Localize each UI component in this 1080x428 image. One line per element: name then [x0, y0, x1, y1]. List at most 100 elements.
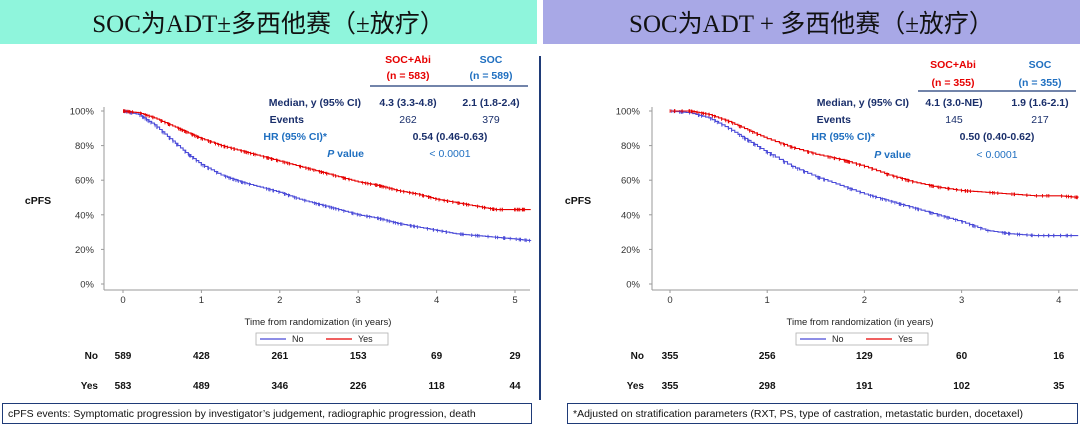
right-y-tick-label: 0%	[626, 280, 640, 291]
right-median-label: Median, y (95% CI)	[817, 97, 909, 109]
right-risk-no-value: 16	[1053, 351, 1065, 362]
right-legend-label-no: No	[832, 334, 844, 344]
right-risk-no-value: 60	[956, 351, 968, 362]
right-x-tick-label: 3	[959, 295, 964, 306]
panel-divider	[539, 56, 541, 400]
right-y-tick-label: 100%	[616, 107, 641, 118]
right-x-tick-label: 1	[765, 295, 770, 306]
right-risk-yes-value: 191	[856, 381, 873, 392]
right-series-yes-censor-marks	[669, 109, 1078, 200]
right-risk-no-label: No	[631, 351, 644, 362]
left-x-tick-label: 5	[512, 295, 517, 306]
left-risk-no-value: 428	[193, 351, 210, 362]
right-y-tick-label: 80%	[621, 141, 641, 152]
left-series-yes-line	[123, 110, 531, 211]
left-x-tick-label: 2	[277, 295, 282, 306]
right-legend-label-yes: Yes	[898, 334, 913, 344]
left-series-no-censor-marks	[123, 109, 531, 243]
left-events-soc: 379	[482, 114, 500, 126]
left-risk-no-value: 153	[350, 351, 367, 362]
left-risk-no-label: No	[85, 351, 98, 362]
left-legend-label-yes: Yes	[358, 334, 373, 344]
left-abi-header: SOC+Abi	[385, 54, 431, 66]
left-p-label: P value	[327, 148, 364, 160]
left-risk-yes-value: 44	[509, 381, 521, 392]
left-y-tick-label: 100%	[70, 107, 95, 118]
right-risk-yes-value: 298	[759, 381, 776, 392]
right-hr-label: HR (95% CI)*	[811, 131, 876, 143]
0-ylabel: cPFS	[25, 195, 51, 207]
left-median-label: Median, y (95% CI)	[269, 97, 361, 109]
left-soc-header: SOC	[480, 54, 503, 66]
left-legend-label-no: No	[292, 334, 304, 344]
right-risk-yes-label: Yes	[627, 381, 645, 392]
left-risk-no-value: 589	[115, 351, 132, 362]
left-events-label: Events	[270, 114, 305, 126]
left-hr-label: HR (95% CI)*	[263, 131, 328, 143]
right-abi-header: SOC+Abi	[930, 59, 976, 71]
right-events-label: Events	[817, 114, 852, 126]
right-risk-no-value: 355	[662, 351, 679, 362]
left-risk-no-value: 29	[509, 351, 521, 362]
left-abi-n: (n = 583)	[387, 70, 430, 82]
left-legend-box	[255, 332, 389, 346]
left-footnote: cPFS events: Symptomatic progression by …	[2, 403, 532, 424]
left-risk-yes-value: 118	[429, 381, 446, 392]
right-p-rest: value	[881, 149, 911, 161]
left-y-tick-label: 60%	[75, 176, 95, 187]
left-x-axis-title: Time from randomization (in years)	[245, 317, 392, 328]
right-p-label: P value	[874, 149, 911, 161]
left-series-no-line	[123, 110, 532, 242]
left-soc-n: (n = 589)	[470, 70, 513, 82]
right-series-no-censor-marks	[671, 109, 1072, 238]
left-p-italic: P	[327, 148, 335, 160]
right-x-tick-label: 0	[667, 295, 672, 306]
1-ylabel: cPFS	[565, 195, 591, 207]
right-y-tick-label: 20%	[621, 245, 641, 256]
right-events-soc: 217	[1031, 114, 1049, 126]
left-stats-table: SOC+Abi (n = 583) SOC (n = 589) Median, …	[263, 54, 528, 160]
right-y-tick-label: 60%	[621, 176, 641, 187]
right-legend: No Yes	[795, 332, 929, 346]
left-banner-title: SOC为ADT±多西他赛（±放疗）	[0, 0, 537, 44]
right-y-tick-label: 40%	[621, 210, 641, 221]
left-series-yes-censor-marks	[123, 109, 526, 212]
right-legend-box	[795, 332, 929, 346]
left-risk-yes-value: 489	[193, 381, 210, 392]
left-p-value: < 0.0001	[429, 148, 470, 160]
right-soc-header: SOC	[1029, 59, 1052, 71]
right-risk-no-value: 256	[759, 351, 776, 362]
left-median-soc: 2.1 (1.8-2.4)	[462, 97, 519, 109]
right-banner-title: SOC为ADT + 多西他赛（±放疗）	[543, 0, 1080, 44]
left-y-tick-label: 20%	[75, 245, 95, 256]
left-hr-value: 0.54 (0.46-0.63)	[413, 131, 488, 143]
left-y-tick-label: 80%	[75, 141, 95, 152]
left-x-tick-label: 4	[434, 295, 439, 306]
right-risk-no-value: 129	[856, 351, 873, 362]
left-risk-yes-value: 346	[271, 381, 288, 392]
left-risk-yes-label: Yes	[81, 381, 99, 392]
right-stats-table: SOC+Abi (n = 355) SOC (n = 355) Median, …	[811, 59, 1076, 161]
right-median-abi: 4.1 (3.0-NE)	[925, 97, 982, 109]
right-p-value: < 0.0001	[976, 149, 1017, 161]
left-x-tick-label: 3	[356, 295, 361, 306]
right-footnote: *Adjusted on stratification parameters (…	[567, 403, 1078, 424]
left-y-tick-label: 0%	[80, 280, 94, 291]
left-x-tick-label: 0	[120, 295, 125, 306]
left-y-tick-label: 40%	[75, 210, 95, 221]
left-risk-no-value: 69	[431, 351, 443, 362]
left-risk-yes-value: 583	[115, 381, 132, 392]
left-legend: No Yes	[255, 332, 389, 346]
right-hr-value: 0.50 (0.40-0.62)	[960, 131, 1035, 143]
left-risk-yes-value: 226	[350, 381, 367, 392]
right-risk-yes-value: 102	[953, 381, 970, 392]
right-abi-n: (n = 355)	[932, 77, 975, 89]
right-soc-n: (n = 355)	[1019, 77, 1062, 89]
right-x-tick-label: 4	[1056, 295, 1061, 306]
left-x-tick-label: 1	[199, 295, 204, 306]
right-events-abi: 145	[945, 114, 963, 126]
right-risk-yes-value: 35	[1053, 381, 1065, 392]
right-series-no-line	[670, 110, 1079, 237]
